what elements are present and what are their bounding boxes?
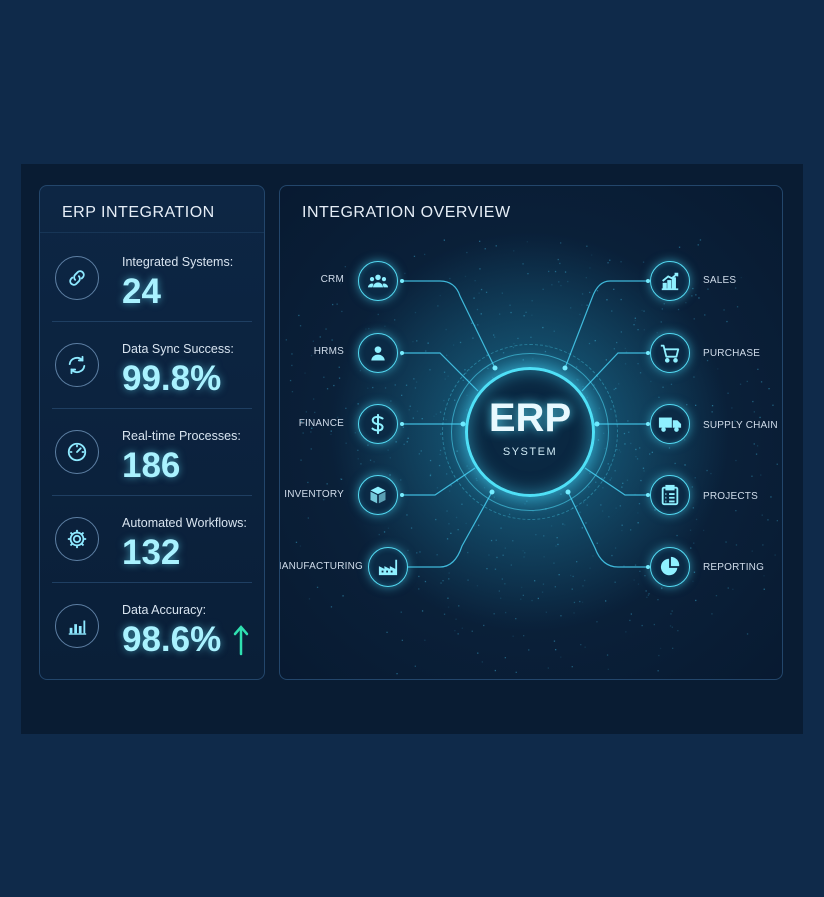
metric-label: Data Accuracy: xyxy=(122,603,207,617)
factory-icon[interactable] xyxy=(368,547,408,587)
bar-chart-icon xyxy=(55,604,99,648)
metric-data-sync-success: Data Sync Success: 99.8% xyxy=(40,323,264,409)
sync-icon xyxy=(55,343,99,387)
module-label-sales: SALES xyxy=(703,275,737,286)
metric-data-accuracy: Data Accuracy: 98.6% xyxy=(40,584,264,670)
growth-chart-icon[interactable] xyxy=(650,261,690,301)
gear-icon xyxy=(55,517,99,561)
module-label-hrms: HRMS xyxy=(313,346,344,357)
metric-label: Automated Workflows: xyxy=(122,516,247,530)
panel-title: INTEGRATION OVERVIEW xyxy=(302,204,511,221)
cart-icon[interactable] xyxy=(650,333,690,373)
clipboard-icon[interactable] xyxy=(650,475,690,515)
metric-value: 99.8% xyxy=(122,359,222,398)
metric-value: 24 xyxy=(122,272,161,311)
module-label-manufacturing: MANUFACTURING xyxy=(279,561,363,572)
metric-value: 132 xyxy=(122,533,181,572)
divider xyxy=(52,582,252,583)
person-icon[interactable] xyxy=(358,333,398,373)
module-label-finance: FINANCE xyxy=(298,418,344,429)
module-label-supply-chain: SUPPLY CHAIN xyxy=(703,420,778,431)
dollar-icon[interactable] xyxy=(358,404,398,444)
module-label-crm: CRM xyxy=(320,274,344,285)
divider xyxy=(52,495,252,496)
panel-title: ERP INTEGRATION xyxy=(62,204,215,221)
metric-label: Real-time Processes: xyxy=(122,429,241,443)
box-icon[interactable] xyxy=(358,475,398,515)
divider xyxy=(40,232,264,233)
users-icon[interactable] xyxy=(358,261,398,301)
hub-ring xyxy=(451,353,609,511)
divider xyxy=(52,321,252,322)
integration-overview-panel: INTEGRATION OVERVIEW xyxy=(279,185,783,680)
metric-label: Data Sync Success: xyxy=(122,342,234,356)
metric-automated-workflows: Automated Workflows: 132 xyxy=(40,497,264,583)
module-label-purchase: PURCHASE xyxy=(703,348,761,359)
truck-icon[interactable] xyxy=(650,404,690,444)
link-icon xyxy=(55,256,99,300)
module-label-reporting: REPORTING xyxy=(703,562,765,573)
metric-real-time-processes: Real-time Processes: 186 xyxy=(40,410,264,496)
module-label-inventory: INVENTORY xyxy=(284,489,344,500)
module-label-projects: PROJECTS xyxy=(703,491,758,502)
dashboard-frame: ERP INTEGRATION Integrated Systems: 24 D… xyxy=(21,164,803,734)
hub-subtitle: SYSTEM xyxy=(502,446,558,458)
divider xyxy=(52,408,252,409)
hub-outer-ring xyxy=(442,344,618,520)
erp-integration-panel: ERP INTEGRATION Integrated Systems: 24 D… xyxy=(39,185,265,680)
metric-label: Integrated Systems: xyxy=(122,255,234,269)
erp-system-hub: ERP SYSTEM xyxy=(465,367,595,497)
metric-value: 98.6% xyxy=(122,620,222,659)
metric-value: 186 xyxy=(122,446,181,485)
gauge-icon xyxy=(55,430,99,474)
metric-integrated-systems: Integrated Systems: 24 xyxy=(40,236,264,322)
hub-title: ERP xyxy=(488,396,572,440)
trend-up-arrow-icon xyxy=(233,624,249,656)
pie-chart-icon[interactable] xyxy=(650,547,690,587)
